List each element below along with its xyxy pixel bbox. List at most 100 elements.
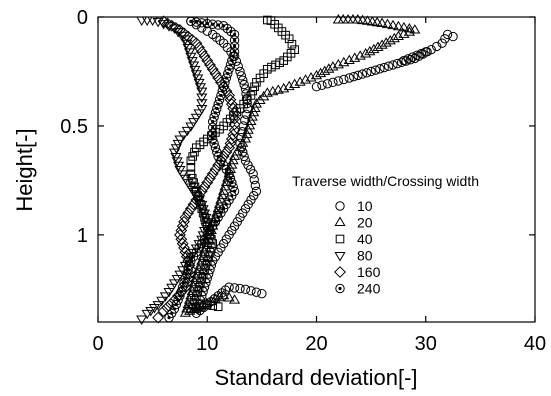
legend-marker-80 [334, 252, 346, 262]
data-point-80 [177, 266, 189, 276]
data-point-240 [225, 60, 236, 70]
data-point-160 [190, 194, 203, 206]
data-point-10 [392, 58, 403, 69]
data-point-10 [245, 164, 256, 175]
data-point-80 [172, 161, 185, 172]
data-point-240-dot [217, 98, 222, 102]
legend-label: 10 [357, 198, 373, 214]
data-point-160 [176, 220, 189, 233]
data-point-10 [366, 66, 376, 77]
data-point-20 [218, 289, 230, 300]
data-point-240 [208, 128, 218, 138]
data-point-40 [192, 303, 201, 312]
data-point-20 [216, 189, 228, 200]
data-point-240-ring [229, 35, 240, 45]
data-point-240-ring [228, 182, 238, 192]
data-point-80 [183, 48, 196, 58]
data-point-20 [215, 194, 227, 204]
data-point-10 [412, 50, 422, 61]
data-point-10 [388, 60, 398, 70]
data-point-20 [231, 146, 243, 156]
data-point-240 [182, 269, 192, 279]
data-point-240-ring [208, 128, 218, 138]
data-point-160 [198, 50, 211, 63]
x-tick-label: 30 [415, 333, 437, 355]
data-point-20 [305, 72, 317, 82]
series-80 [136, 16, 213, 325]
data-point-240-dot [224, 202, 228, 206]
data-point-160 [182, 207, 195, 219]
data-point-10 [344, 73, 354, 83]
data-point-10 [328, 77, 338, 88]
data-point-20 [226, 159, 238, 169]
data-point-20 [272, 84, 284, 94]
data-point-40 [287, 39, 297, 49]
data-point-80 [141, 16, 153, 26]
data-point-10 [238, 75, 248, 85]
data-point-80 [145, 306, 157, 317]
data-point-160 [193, 189, 205, 202]
data-point-20 [376, 39, 388, 49]
data-point-40 [192, 291, 201, 301]
legend-label: 240 [357, 281, 381, 297]
data-point-10 [243, 199, 253, 210]
data-point-20 [360, 48, 372, 58]
data-point-20 [381, 18, 394, 29]
data-point-160 [212, 72, 225, 84]
data-point-240 [213, 20, 223, 30]
legend-marker-240-ring [335, 283, 345, 294]
data-point-240-ring [208, 122, 218, 133]
data-point-40 [281, 30, 290, 40]
data-point-10 [239, 151, 249, 162]
data-point-160 [227, 102, 240, 115]
legend-item-240: 240 [335, 281, 381, 297]
data-point-20 [392, 20, 405, 31]
data-point-80 [182, 179, 194, 189]
data-point-240 [209, 112, 219, 122]
data-point-240-dot [229, 29, 233, 34]
data-point-160 [228, 124, 241, 137]
data-point-10 [191, 19, 202, 30]
data-point-20 [323, 63, 335, 73]
data-point-20 [372, 41, 384, 51]
data-point-160 [175, 224, 188, 237]
data-point-20 [310, 69, 323, 80]
x-tick-label: 10 [196, 333, 218, 355]
data-point-160 [228, 112, 241, 125]
data-point-10 [239, 79, 249, 90]
legend: Traverse width/Crossing width 1020408016… [292, 173, 479, 297]
data-point-240-dot [211, 125, 215, 129]
data-point-80 [170, 144, 182, 154]
data-point-40 [190, 147, 199, 157]
data-point-40 [207, 243, 216, 253]
data-point-240-ring [182, 269, 192, 279]
data-point-240-ring [226, 26, 236, 37]
data-point-20 [403, 26, 415, 36]
data-point-240 [197, 18, 207, 28]
data-point-160 [225, 98, 238, 111]
y-tick-label: 1 [77, 225, 88, 247]
legend-marker-10 [335, 201, 345, 211]
data-point-160 [178, 242, 190, 254]
data-point-160 [212, 159, 225, 172]
data-point-10 [251, 287, 262, 297]
data-point-20 [349, 52, 361, 62]
data-point-40 [255, 73, 265, 83]
data-point-20 [242, 124, 254, 134]
y-axis-title: Height[-] [12, 128, 37, 211]
legend-item-80: 80 [334, 248, 373, 264]
data-point-240-ring [213, 20, 223, 30]
data-point-80 [148, 304, 161, 314]
series-240 [164, 16, 240, 323]
data-point-10 [235, 66, 245, 77]
x-tick-label: 40 [524, 333, 546, 355]
data-point-10 [375, 64, 385, 74]
data-point-80 [196, 87, 208, 98]
data-point-160 [201, 176, 214, 189]
data-point-80 [166, 283, 178, 294]
data-point-160 [184, 202, 197, 215]
legend-item-10: 10 [335, 198, 373, 214]
data-point-240 [199, 234, 210, 244]
data-point-160 [206, 167, 219, 180]
data-point-240-dot [211, 131, 215, 135]
